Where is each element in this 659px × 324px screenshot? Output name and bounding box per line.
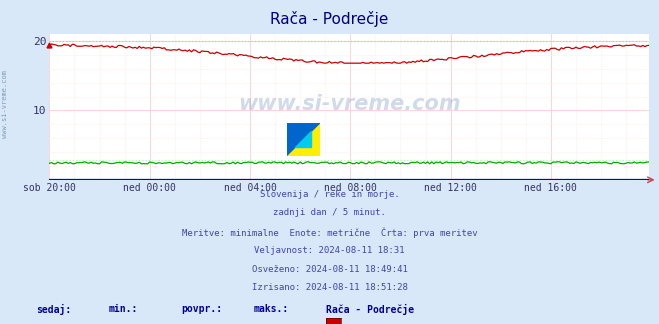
Text: Meritve: minimalne  Enote: metrične  Črta: prva meritev: Meritve: minimalne Enote: metrične Črta:… — [182, 227, 477, 237]
Polygon shape — [287, 123, 320, 156]
Text: www.si-vreme.com: www.si-vreme.com — [2, 70, 9, 138]
Text: Veljavnost: 2024-08-11 18:31: Veljavnost: 2024-08-11 18:31 — [254, 246, 405, 255]
Polygon shape — [287, 123, 320, 156]
Text: min.:: min.: — [109, 304, 138, 314]
Text: Slovenija / reke in morje.: Slovenija / reke in morje. — [260, 190, 399, 199]
Polygon shape — [295, 131, 312, 147]
Text: www.si-vreme.com: www.si-vreme.com — [238, 94, 461, 114]
Text: maks.:: maks.: — [254, 304, 289, 314]
Text: povpr.:: povpr.: — [181, 304, 222, 314]
Text: Rača - Podrečje: Rača - Podrečje — [270, 11, 389, 27]
Text: zadnji dan / 5 minut.: zadnji dan / 5 minut. — [273, 208, 386, 217]
Text: Osveženo: 2024-08-11 18:49:41: Osveženo: 2024-08-11 18:49:41 — [252, 265, 407, 274]
Text: Izrisano: 2024-08-11 18:51:28: Izrisano: 2024-08-11 18:51:28 — [252, 284, 407, 293]
Text: sedaj:: sedaj: — [36, 304, 71, 315]
Text: Rača - Podrečje: Rača - Podrečje — [326, 304, 415, 315]
